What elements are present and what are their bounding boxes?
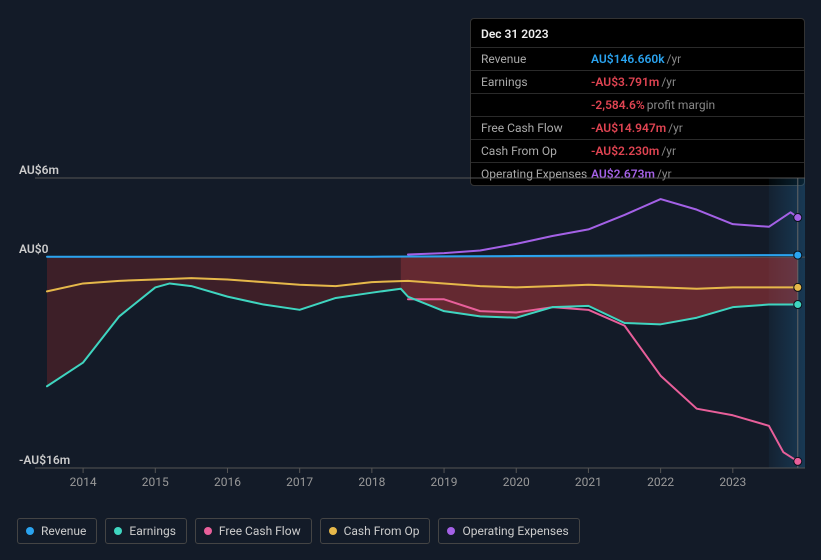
legend-label: Revenue (41, 524, 86, 538)
legend: Revenue Earnings Free Cash Flow Cash From O… (17, 518, 580, 544)
tooltip-value: -2,584.6% (591, 98, 645, 112)
x-axis-label: 2020 (503, 475, 530, 489)
y-axis-label: AU$6m (19, 163, 59, 177)
legend-label: Free Cash Flow (219, 524, 301, 538)
legend-item[interactable]: Free Cash Flow (195, 518, 312, 544)
tooltip-value: -AU$3.791m (591, 75, 659, 89)
legend-item[interactable]: Cash From Op (320, 518, 431, 544)
legend-dot (329, 527, 337, 535)
legend-label: Cash From Op (344, 524, 420, 538)
x-axis-label: 2016 (214, 475, 241, 489)
legend-dot (114, 527, 122, 535)
tooltip-label: Free Cash Flow (481, 121, 591, 135)
legend-item[interactable]: Earnings (105, 518, 187, 544)
tooltip-row: RevenueAU$146.660k /yr (471, 47, 804, 70)
legend-label: Earnings (129, 524, 176, 538)
y-axis-label: -AU$16m (19, 453, 70, 467)
legend-dot (204, 527, 212, 535)
tooltip-label: Earnings (481, 75, 591, 89)
x-axis-label: 2015 (142, 475, 169, 489)
tooltip-value: -AU$2.230m (591, 144, 659, 158)
financial-chart: AU$6m AU$0 -AU$16m2014 2015 2016 2017 2018 2019… (17, 160, 805, 500)
x-axis-label: 2018 (358, 475, 385, 489)
tooltip-date: Dec 31 2023 (471, 19, 804, 47)
tooltip-value: AU$146.660k (591, 52, 665, 66)
x-axis-label: 2023 (719, 475, 746, 489)
tooltip-row: Free Cash Flow-AU$14.947m /yr (471, 116, 804, 139)
tooltip-label: Revenue (481, 52, 591, 66)
tooltip-suffix: /yr (668, 121, 683, 135)
legend-dot (447, 527, 455, 535)
x-axis-label: 2021 (575, 475, 602, 489)
x-axis-label: 2019 (431, 475, 458, 489)
tooltip-suffix: profit margin (647, 98, 715, 112)
tooltip-suffix: /yr (661, 144, 676, 158)
tooltip-label (481, 98, 591, 112)
tooltip-row: Earnings-AU$3.791m /yr (471, 70, 804, 93)
legend-item[interactable]: Revenue (17, 518, 97, 544)
tooltip-row: -2,584.6% profit margin (471, 93, 804, 116)
tooltip-label: Cash From Op (481, 144, 591, 158)
legend-label: Operating Expenses (462, 524, 568, 538)
tooltip-suffix: /yr (661, 75, 676, 89)
x-axis-label: 2014 (70, 475, 97, 489)
tooltip-row: Cash From Op-AU$2.230m /yr (471, 139, 804, 162)
y-axis-label: AU$0 (19, 242, 49, 256)
x-axis-label: 2017 (286, 475, 313, 489)
tooltip-suffix: /yr (667, 52, 682, 66)
tooltip-value: -AU$14.947m (591, 121, 666, 135)
x-axis-label: 2022 (647, 475, 674, 489)
legend-item[interactable]: Operating Expenses (438, 518, 579, 544)
legend-dot (26, 527, 34, 535)
